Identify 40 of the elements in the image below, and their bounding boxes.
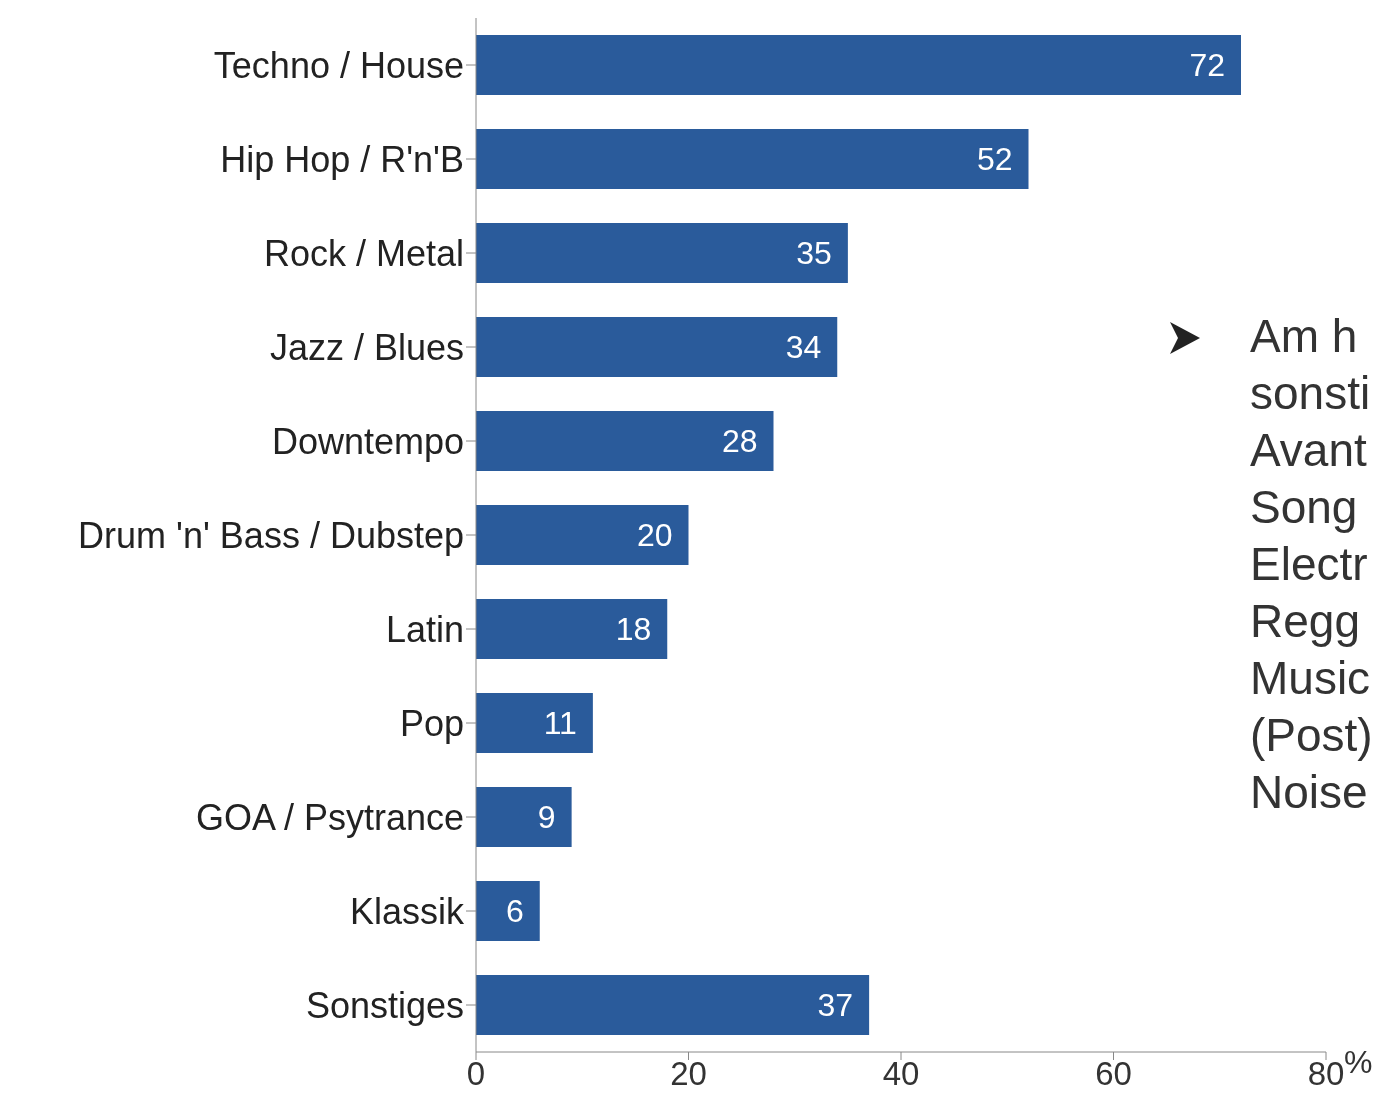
bar (476, 316, 838, 377)
data-label: 34 (785, 329, 822, 366)
y-tick-label: Hip Hop / R'n'B (220, 138, 464, 180)
data-label: 37 (817, 987, 854, 1024)
bar (476, 410, 774, 471)
bar (476, 128, 1029, 189)
data-label: 72 (1189, 47, 1225, 84)
data-label: 18 (615, 611, 652, 648)
data-label: 52 (976, 141, 1013, 178)
bar (476, 34, 1241, 95)
x-tick-label: 20 (670, 1055, 707, 1093)
y-tick-label: Jazz / Blues (269, 326, 464, 368)
y-tick-label: GOA / Psytrance (195, 796, 464, 838)
x-tick-label: 40 (882, 1055, 920, 1093)
bar (476, 786, 572, 847)
bar (476, 974, 870, 1035)
y-tick-label: Latin (385, 608, 464, 650)
data-label: 6 (505, 893, 524, 930)
text: Am h sonsti Avant Song Electr Regg Music (Post) Noise (1250, 310, 1373, 818)
data-label: 35 (796, 235, 832, 272)
y-tick-label: Techno / House (213, 44, 464, 86)
bar (476, 504, 689, 565)
data-label: 9 (537, 799, 556, 836)
y-tick-label: Drum 'n' Bass / Dubstep (78, 514, 464, 556)
bar (476, 692, 593, 753)
x-axis-title: % (1344, 1044, 1373, 1081)
y-tick-label: Rock / Metal (263, 232, 464, 274)
bar (476, 222, 848, 283)
data-label: 28 (721, 423, 758, 460)
y-tick-label: Klassik (349, 890, 465, 932)
x-tick-label: 60 (1095, 1055, 1132, 1093)
y-tick-label: Pop (399, 702, 464, 744)
x-tick-label: 80 (1307, 1055, 1345, 1093)
x-tick-label: 0 (466, 1055, 486, 1093)
data-label: 11 (543, 705, 577, 742)
bar (476, 598, 668, 659)
y-tick-label: Downtempo (271, 420, 464, 462)
data-label: 20 (636, 517, 673, 554)
y-tick-label: Sonstiges (305, 984, 464, 1026)
bar (476, 880, 540, 941)
